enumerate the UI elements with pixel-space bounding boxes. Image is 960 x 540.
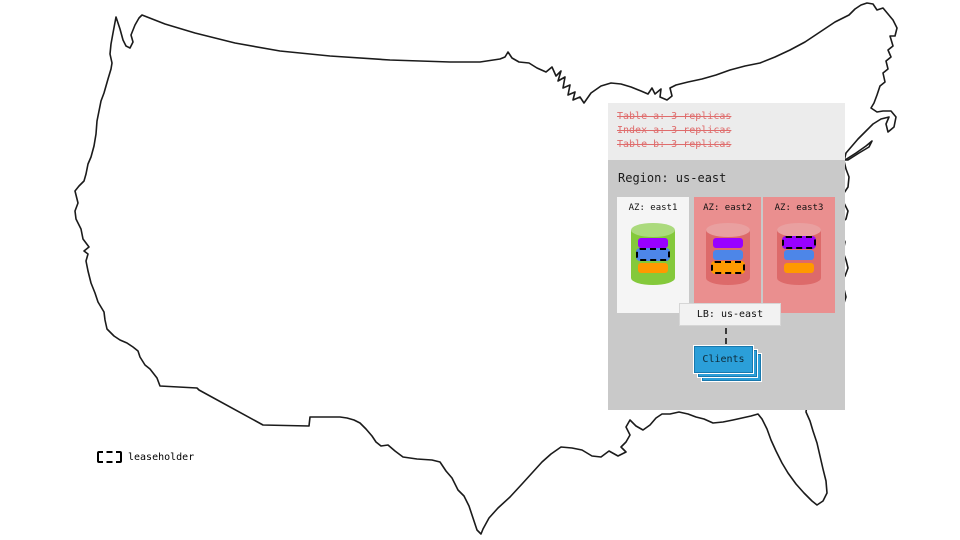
replica-bar-blue (712, 250, 743, 260)
zone-config-line: Table b: 3 replicas (617, 139, 732, 150)
az-box-east1: AZ: east1 (617, 197, 689, 313)
az-label-east2: AZ: east2 (703, 203, 752, 213)
node-cylinder-east3 (776, 222, 822, 286)
replica-bar-orange (784, 263, 814, 273)
zone-config-panel: Table a: 3 replicas Index a: 3 replicas … (608, 103, 845, 160)
legend: leaseholder (97, 450, 194, 464)
az-label-east3: AZ: east3 (774, 203, 824, 213)
region-panel: Region: us-east AZ: east1 AZ: east2 (608, 160, 845, 410)
region-title: Region: us-east (618, 171, 727, 185)
replica-bar-purple (712, 238, 743, 248)
node-cylinder-east1 (630, 222, 676, 286)
replica-bar-blue-leaseholder (636, 248, 670, 261)
clients-box: Clients (693, 345, 754, 374)
lb-clients-connector (725, 328, 727, 344)
clients-stack: Clients (693, 345, 764, 384)
zone-config-line: Index a: 3 replicas (617, 125, 732, 136)
node-cylinder-east2 (705, 222, 751, 286)
replica-bar-orange (638, 263, 668, 273)
replica-bar-blue (784, 250, 814, 260)
replica-bar-purple (638, 238, 668, 248)
replica-bar-purple-leaseholder (782, 236, 816, 249)
zone-config-line: Table a: 3 replicas (617, 111, 732, 122)
replica-bar-orange-leaseholder (710, 261, 745, 274)
az-box-east3: AZ: east3 (763, 197, 835, 313)
load-balancer-box: LB: us-east (679, 303, 781, 326)
az-label-east1: AZ: east1 (628, 203, 678, 213)
legend-label: leaseholder (128, 451, 195, 463)
leaseholder-swatch-icon (97, 451, 122, 463)
az-box-east2: AZ: east2 (694, 197, 761, 313)
